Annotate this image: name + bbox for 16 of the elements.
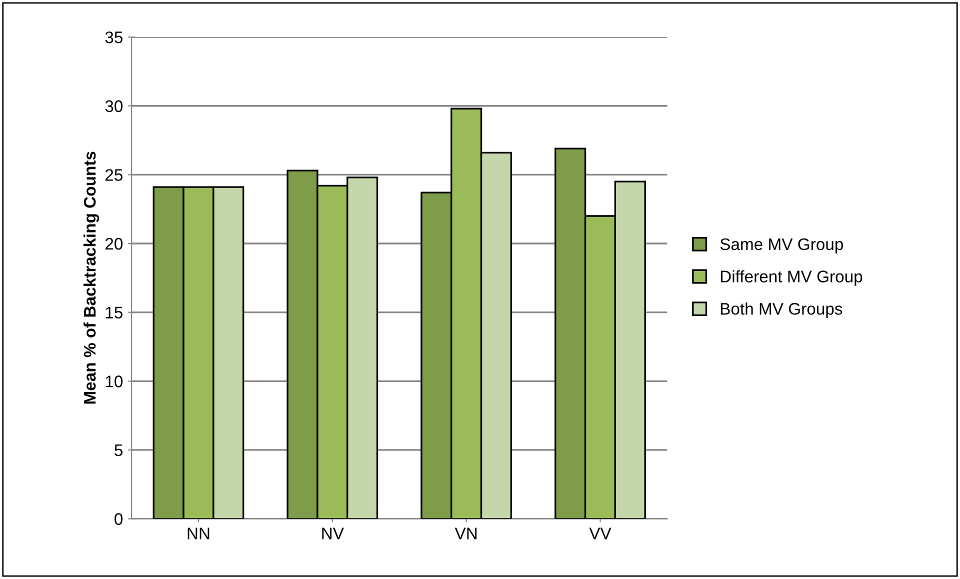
legend-label: Different MV Group — [720, 270, 862, 286]
y-tick-label: 5 — [114, 444, 122, 456]
y-tick-label: 10 — [106, 376, 123, 388]
y-tick-label: 0 — [114, 513, 123, 525]
x-tick-label: VN — [454, 528, 477, 540]
x-tick-label: NN — [188, 528, 210, 540]
y-tick-label: 30 — [105, 100, 123, 112]
x-tick-label: NV — [322, 528, 344, 540]
y-tick-label: 15 — [106, 306, 122, 319]
y-tick-label: 35 — [105, 31, 122, 44]
x-tick-label: VV — [589, 528, 612, 540]
legend-label: Both MV Groups — [720, 302, 842, 318]
y-tick-label: 20 — [105, 238, 123, 250]
y-tick-label: 25 — [105, 169, 122, 181]
y-axis-title: Mean % of Backtracking Counts — [83, 152, 100, 404]
legend-label: Same MV Group — [720, 238, 844, 254]
